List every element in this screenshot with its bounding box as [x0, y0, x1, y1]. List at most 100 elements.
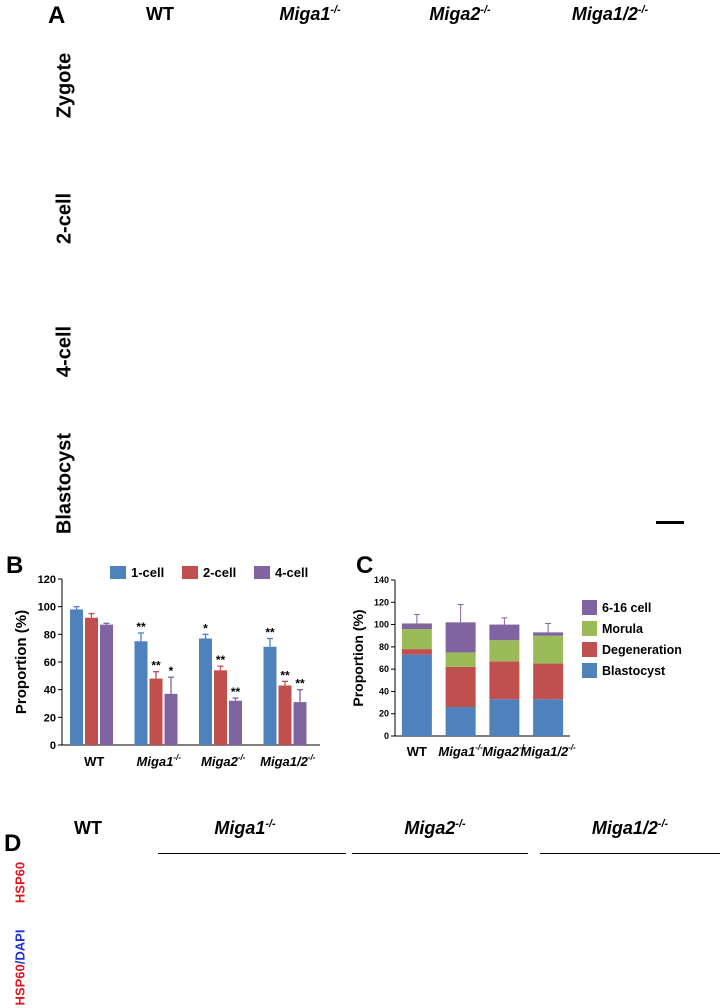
x-tick-sup: -/-: [475, 743, 483, 752]
bar: [229, 700, 242, 745]
col-label: Miga1/2: [571, 4, 638, 24]
col-sup: -/-: [637, 4, 649, 16]
legend-swatch: [110, 566, 126, 579]
y-axis-label: Proportion (%): [350, 609, 366, 706]
x-tick-sup: -/-: [238, 753, 246, 762]
y-tick-label: 100: [38, 602, 56, 614]
row-label-hsp60: HSP60: [12, 861, 28, 904]
col-label: Miga1/2: [591, 818, 658, 838]
y-tick-label: 80: [379, 642, 389, 652]
row-label-blastocyst: Blastocyst: [53, 432, 76, 535]
legend-swatch: [182, 566, 198, 579]
significance-stars: **: [295, 677, 305, 691]
scale-bar-d: [669, 996, 705, 998]
x-tick-sup: -/-: [173, 753, 181, 762]
scale-bar: [656, 521, 684, 524]
legend-label: 2-cell: [203, 565, 236, 580]
row-label-hsp60-dapi: HSP60/DAPI: [13, 928, 28, 1008]
stacked-bar-segment: [489, 624, 520, 641]
y-axis-label: Proportion (%): [13, 610, 30, 714]
y-tick-label: 40: [379, 686, 389, 696]
bar: [164, 693, 178, 745]
stacked-bar-segment: [489, 640, 520, 662]
legend-label: Morula: [602, 622, 644, 636]
legend-swatch: [582, 621, 597, 636]
col-label: Miga1: [279, 4, 331, 24]
stacked-bar-segment: [401, 654, 432, 736]
group-line-miga12: [540, 853, 720, 854]
bar: [149, 678, 163, 745]
x-tick-main: Miga2: [201, 754, 239, 769]
group-line-miga1: [158, 853, 346, 854]
x-tick-main: Miga1: [137, 754, 174, 769]
panel-a-col-miga1: Miga1-/-: [235, 4, 385, 25]
stacked-bar-segment: [489, 699, 520, 736]
row-label-4cell: 4-cell: [53, 325, 76, 378]
group-line-miga2: [352, 853, 528, 854]
bar: [85, 617, 98, 745]
bar: [199, 638, 212, 745]
significance-stars: **: [216, 653, 226, 667]
x-tick-sup: -/-: [568, 743, 576, 752]
x-tick-label: Miga1-/-: [137, 753, 182, 769]
stacked-bar-segment: [445, 707, 476, 736]
x-tick-sup: -/-: [308, 753, 316, 762]
stacked-bar-segment: [445, 652, 476, 667]
stacked-bar-segment: [533, 635, 564, 664]
x-tick-main: Miga1/2: [521, 744, 569, 759]
significance-stars: **: [280, 668, 290, 682]
legend-swatch: [582, 663, 597, 678]
x-tick-main: Miga1/2: [260, 754, 308, 769]
legend-label: Degeneration: [602, 643, 682, 657]
y-tick-label: 120: [374, 597, 389, 607]
y-tick-label: 100: [374, 620, 389, 630]
panel-d-col-miga1: Miga1-/-: [150, 818, 340, 839]
col-sup: -/-: [657, 818, 669, 830]
y-tick-label: 120: [38, 574, 56, 586]
dapi-text: /DAPI: [12, 929, 28, 965]
x-tick-label: Miga1/2-/-: [260, 753, 316, 769]
stacked-bar-segment: [445, 622, 476, 653]
panel-d-col-miga2: Miga2-/-: [345, 818, 525, 839]
panel-d-col-wt: WT: [38, 818, 138, 839]
legend-label: 6-16 cell: [602, 601, 651, 615]
x-tick-label: Miga1/2-/-: [521, 743, 577, 759]
row-label-2cell: 2-cell: [53, 192, 76, 245]
y-tick-label: 20: [379, 709, 389, 719]
hsp60-text: HSP60: [12, 964, 28, 1006]
x-tick-label: Miga1-/-: [438, 743, 483, 759]
stacked-bar-segment: [489, 661, 520, 700]
y-tick-label: 20: [44, 712, 56, 724]
bar: [214, 670, 227, 745]
col-label: Miga2: [404, 818, 456, 838]
significance-stars: **: [231, 685, 241, 699]
panel-a-col-miga2: Miga2-/-: [385, 4, 535, 25]
x-tick-label: Miga2-/-: [482, 743, 527, 759]
bar: [100, 624, 113, 745]
x-tick-main: Miga1: [438, 744, 475, 759]
col-sup: -/-: [455, 818, 466, 830]
panel-a-col-wt: WT: [85, 4, 235, 25]
x-tick-label: WT: [407, 744, 427, 759]
legend-label: 1-cell: [131, 565, 164, 580]
bar: [70, 609, 83, 745]
x-tick-sup: -/-: [519, 743, 527, 752]
significance-stars: **: [136, 620, 146, 634]
col-sup: -/-: [265, 818, 276, 830]
stacked-bar-segment: [445, 666, 476, 708]
panel-d-col-miga12: Miga1/2-/-: [540, 818, 720, 839]
significance-stars: **: [265, 625, 275, 639]
x-tick-label: Miga2-/-: [201, 753, 246, 769]
x-tick-main: WT: [84, 754, 104, 769]
col-label: Miga2: [429, 4, 481, 24]
row-label-zygote: Zygote: [53, 52, 76, 119]
legend-swatch: [582, 642, 597, 657]
col-sup: -/-: [480, 4, 491, 16]
stacked-bar-segment: [401, 649, 432, 655]
stacked-bar-segment: [533, 699, 564, 736]
col-sup: -/-: [330, 4, 341, 16]
y-tick-label: 40: [44, 685, 56, 697]
legend-label: 4-cell: [275, 565, 308, 580]
x-tick-main: WT: [407, 744, 427, 759]
